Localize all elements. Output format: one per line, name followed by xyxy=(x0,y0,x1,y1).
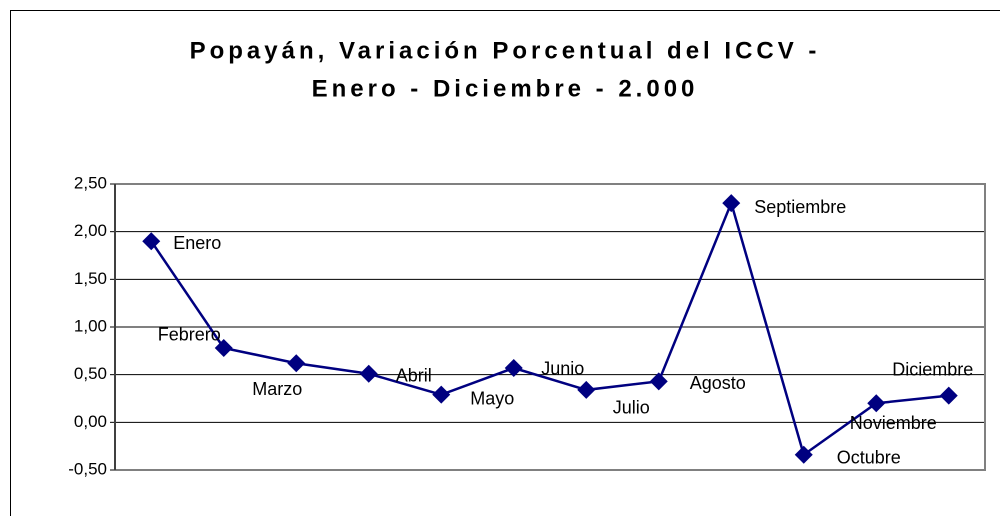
marker xyxy=(649,372,668,391)
marker xyxy=(142,232,161,251)
data-label: Enero xyxy=(173,233,221,253)
marker xyxy=(432,385,451,404)
marker xyxy=(794,445,813,464)
data-label: Abril xyxy=(396,365,432,385)
data-label: Noviembre xyxy=(850,413,937,433)
y-tick-label: 2,50 xyxy=(74,173,107,192)
marker xyxy=(214,338,233,357)
y-tick-label: 0,00 xyxy=(74,412,107,431)
data-label: Febrero xyxy=(158,325,221,345)
data-label: Agosto xyxy=(690,373,746,393)
y-tick-label: 2,00 xyxy=(74,221,107,240)
data-label: Octubre xyxy=(837,447,901,467)
y-tick-label: -0,50 xyxy=(68,459,107,478)
data-label: Diciembre xyxy=(892,359,973,379)
marker xyxy=(504,358,523,377)
y-tick-label: 0,50 xyxy=(74,364,107,383)
marker xyxy=(867,394,886,413)
data-label: Mayo xyxy=(470,388,514,408)
marker xyxy=(287,354,306,373)
y-tick-label: 1,00 xyxy=(74,316,107,335)
chart-title: Popayán, Variación Porcentual del ICCV - xyxy=(190,37,821,64)
data-label: Julio xyxy=(613,398,650,418)
marker xyxy=(359,364,378,383)
y-tick-label: 1,50 xyxy=(74,269,107,288)
marker xyxy=(722,194,741,213)
marker xyxy=(577,380,596,399)
chart-title: Enero - Diciembre - 2.000 xyxy=(312,75,699,102)
marker xyxy=(939,386,958,405)
data-label: Junio xyxy=(541,359,584,379)
series-line xyxy=(150,199,949,457)
data-label: Marzo xyxy=(252,379,302,399)
data-label: Septiembre xyxy=(754,197,846,217)
